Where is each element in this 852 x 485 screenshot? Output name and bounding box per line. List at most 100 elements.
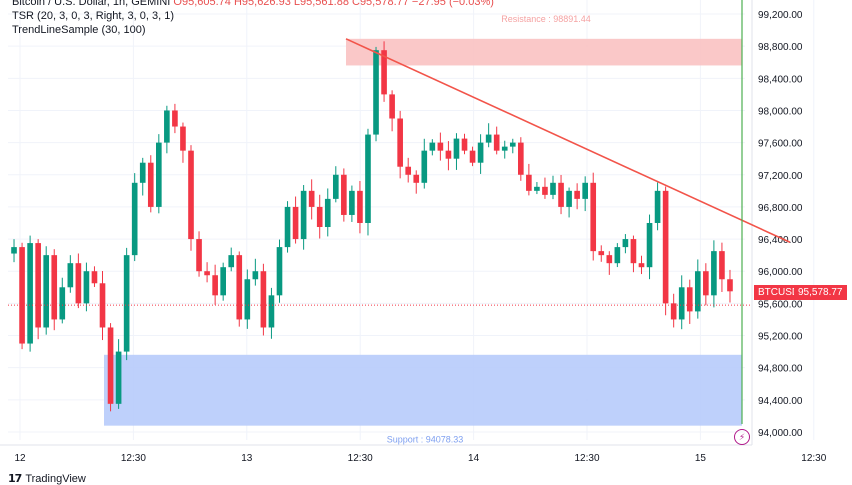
candle-body <box>421 150 428 183</box>
candle-body <box>236 255 243 320</box>
y-tick-label: 97,200.00 <box>758 171 803 182</box>
candle-body <box>349 190 355 215</box>
candle-body <box>276 247 283 296</box>
candle-body <box>542 186 548 195</box>
candle-body <box>373 50 379 135</box>
x-tick-label: 12:30 <box>574 453 599 464</box>
candle-body <box>526 174 532 191</box>
candle-body <box>534 186 540 191</box>
indicator-trendline-sample[interactable]: TrendLineSample (30, 100) <box>12 24 146 36</box>
ohlc-values: O95,605.74 H95,626.93 L95,561.88 C95,578… <box>173 0 494 8</box>
candle-body <box>292 206 299 240</box>
indicator-tsr[interactable]: TSR (20, 3, 0, 3, Right, 3, 0, 3, 1) <box>12 10 175 22</box>
candle-body <box>662 190 669 304</box>
candle-body <box>228 255 235 268</box>
candle-body <box>678 287 685 320</box>
candle-body <box>284 206 291 248</box>
candle-body <box>268 295 275 328</box>
candle-body <box>35 243 41 328</box>
x-tick-label: 13 <box>241 453 253 464</box>
candle-body <box>188 150 194 240</box>
candle-body <box>27 243 33 344</box>
candle-body <box>212 275 218 296</box>
candle-body <box>19 247 25 344</box>
y-tick-label: 99,200.00 <box>758 10 803 21</box>
x-tick-label: 14 <box>468 453 480 464</box>
candle-body <box>686 287 693 312</box>
candle-body <box>147 162 154 207</box>
candle-body <box>164 110 170 143</box>
candle-body <box>220 267 226 296</box>
candle-body <box>244 279 251 320</box>
candle-body <box>606 255 613 264</box>
y-tick-label: 95,600.00 <box>758 299 803 310</box>
candle-body <box>630 239 637 264</box>
candle-body <box>316 206 323 228</box>
candle-body <box>115 351 122 404</box>
candle-body <box>365 134 371 223</box>
resistance-label: Resistance : 98891.44 <box>501 14 591 24</box>
candle-body <box>598 251 605 256</box>
candle-body <box>139 162 146 183</box>
candle-body <box>646 222 653 268</box>
candle-body <box>131 182 138 256</box>
candle-body <box>300 190 307 240</box>
candle-body <box>381 50 387 95</box>
candle-body <box>518 142 524 175</box>
y-tick-label: 94,000.00 <box>758 428 803 439</box>
candle-body <box>11 247 17 254</box>
candle-body <box>357 190 363 223</box>
candle-body <box>670 303 677 320</box>
candle-body <box>622 239 629 248</box>
candle-body <box>99 283 106 328</box>
candle-body <box>172 110 178 127</box>
symbol-legend: Bitcoin / U.S. Dollar, 1h, GEMINI O95,60… <box>12 0 494 9</box>
candle-body <box>180 126 186 151</box>
y-tick-label: 96,400.00 <box>758 235 803 246</box>
candle-body <box>43 255 50 328</box>
tradingview-branding[interactable]: 𝟭𝟳 TradingView <box>8 472 86 485</box>
x-tick-label: 15 <box>695 453 707 464</box>
lightning-icon[interactable]: ⚡ <box>734 429 750 445</box>
y-tick-label: 94,800.00 <box>758 364 803 375</box>
candle-body <box>67 263 74 288</box>
candle-body <box>574 190 580 199</box>
candle-body <box>252 271 259 280</box>
candle-body <box>485 134 492 143</box>
candle-body <box>324 198 331 228</box>
candle-body <box>566 190 572 207</box>
candle-body <box>91 271 98 284</box>
candle-body <box>550 182 556 195</box>
y-tick-label: 94,400.00 <box>758 396 803 407</box>
candle-body <box>469 150 476 163</box>
candle-body <box>196 239 202 272</box>
candle-body <box>389 94 395 119</box>
candle-body <box>461 138 468 151</box>
candle-body <box>405 166 412 175</box>
candle-body <box>204 271 210 276</box>
candle-body <box>107 327 114 404</box>
candle-body <box>703 271 709 296</box>
x-tick-label: 12:30 <box>348 453 373 464</box>
candle-body <box>83 271 90 304</box>
candle-body <box>509 142 516 147</box>
symbol-title: Bitcoin / U.S. Dollar, 1h, GEMINI <box>12 0 171 8</box>
y-tick-label: 96,000.00 <box>758 267 803 278</box>
y-tick-label: 98,000.00 <box>758 106 803 117</box>
candle-body <box>711 251 717 296</box>
candle-body <box>332 174 339 199</box>
candle-body <box>727 279 733 292</box>
candle-body <box>654 190 661 223</box>
candle-body <box>501 146 508 151</box>
symbol-price-tag: BTCUSD <box>754 285 804 300</box>
candle-body <box>308 190 315 207</box>
candle-body <box>51 255 58 320</box>
y-tick-label: 97,600.00 <box>758 139 803 150</box>
candle-body <box>590 182 597 252</box>
candle-body <box>260 271 267 328</box>
tradingview-text: TradingView <box>25 472 86 485</box>
candle-body <box>59 287 66 320</box>
candle-body <box>614 247 621 264</box>
x-tick-label: 12:30 <box>801 453 826 464</box>
